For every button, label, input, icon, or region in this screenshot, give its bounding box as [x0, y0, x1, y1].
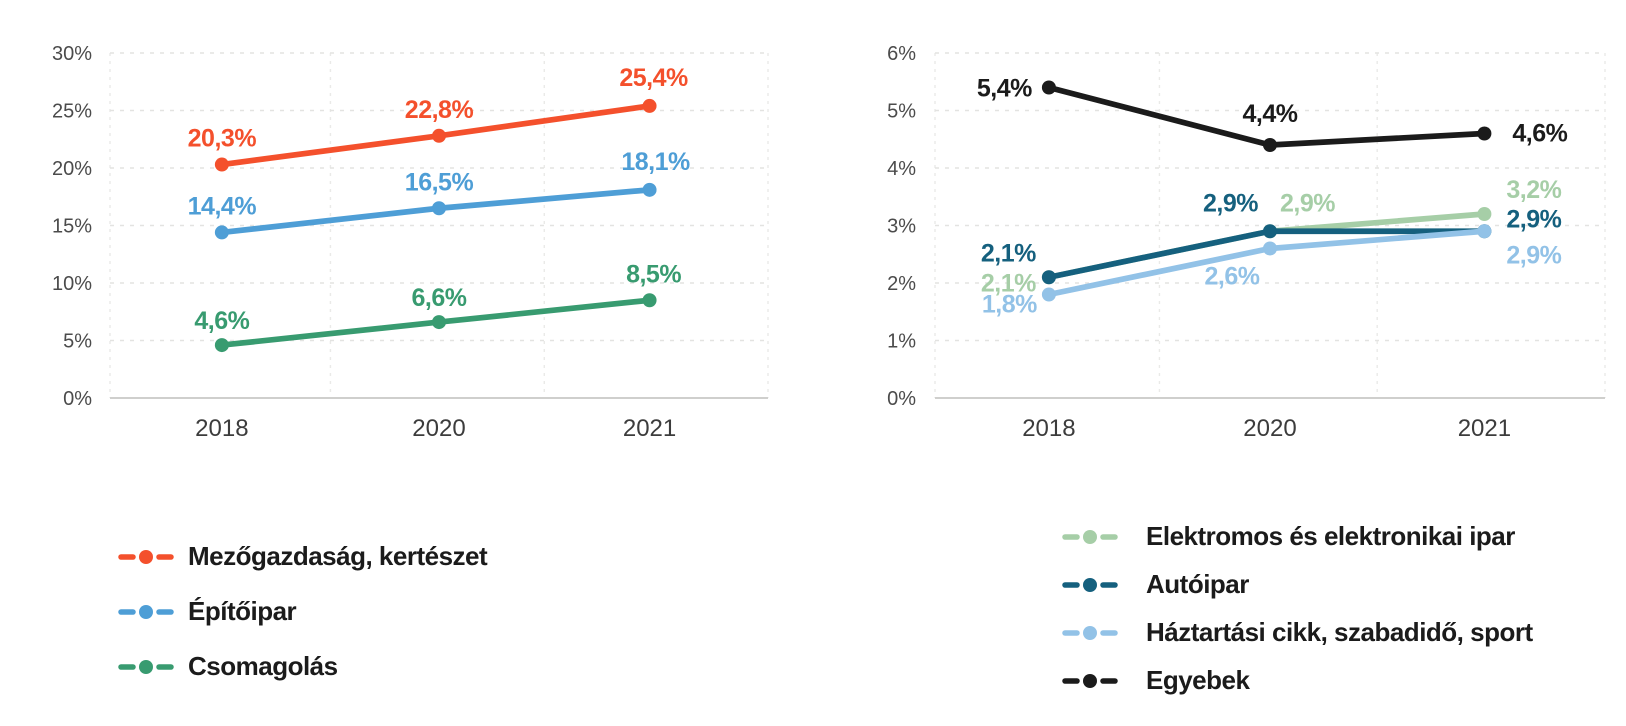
data-point — [642, 293, 657, 308]
data-point-label: 16,5% — [405, 168, 474, 196]
data-point-label: 3,2% — [1506, 176, 1561, 204]
data-point-label: 14,4% — [188, 192, 257, 220]
data-point — [214, 157, 229, 172]
data-point-label: 5,4% — [977, 75, 1032, 103]
data-point — [214, 338, 229, 353]
data-point-label: 2,1% — [981, 269, 1036, 297]
data-point-label: 8,5% — [626, 260, 681, 288]
data-point-label: 4,6% — [194, 307, 249, 335]
legend-marker-dash-dot-icon — [1062, 625, 1118, 640]
legend-label: Egyebek — [1146, 665, 1250, 695]
legend-item: Egyebek — [1062, 665, 1533, 696]
legend-item: Csomagolás — [118, 651, 487, 682]
data-point — [642, 98, 657, 113]
data-point-label: 2,9% — [1506, 205, 1561, 233]
x-axis-year-label: 2020 — [1243, 415, 1296, 440]
data-point-label: 2,9% — [1506, 241, 1561, 269]
legend-label: Csomagolás — [188, 651, 338, 681]
data-point — [432, 128, 446, 143]
data-point-label: 2,1% — [981, 239, 1036, 267]
data-point — [1263, 224, 1277, 239]
legend-label: Mezőgazdaság, kertészet — [188, 541, 488, 571]
y-axis-tick-label: 10% — [52, 273, 92, 295]
legend-dot — [139, 604, 153, 619]
data-point — [1477, 224, 1492, 239]
data-point-label: 1,8% — [982, 291, 1037, 319]
legend-marker-dash-dot-icon — [118, 659, 174, 674]
data-point — [1041, 80, 1056, 95]
x-axis-year-label: 2018 — [1022, 415, 1075, 440]
data-point-label: 25,4% — [619, 64, 688, 92]
data-point — [432, 315, 446, 330]
legend-dot — [1083, 673, 1097, 688]
data-point — [1477, 207, 1492, 221]
data-point-label: 20,3% — [188, 125, 257, 153]
y-axis-tick-label: 30% — [52, 43, 92, 65]
legend-marker-dash-dot-icon — [1062, 529, 1118, 544]
legend-label: Autóipar — [1146, 569, 1249, 599]
legend-marker-dash-dot-icon — [118, 604, 174, 619]
y-axis-tick-label: 20% — [52, 158, 92, 180]
x-axis-year-label: 2021 — [1458, 415, 1511, 440]
data-point — [642, 182, 657, 197]
legend-label: Építőipar — [188, 596, 297, 626]
y-axis-tick-label: 2% — [887, 273, 916, 295]
legend-dot — [139, 549, 153, 564]
y-axis-tick-label: 5% — [887, 101, 916, 123]
y-axis-tick-label: 3% — [887, 216, 916, 238]
legend-label: Elektromos és elektronikai ipar — [1146, 521, 1515, 551]
y-axis-tick-label: 1% — [887, 331, 916, 353]
y-axis-tick-label: 5% — [63, 331, 92, 353]
legend-label: Háztartási cikk, szabadidő, sport — [1146, 617, 1533, 647]
legend-main-industries: Mezőgazdaság, kertészet Építőipar Csomagol… — [118, 541, 488, 682]
data-point — [214, 225, 229, 240]
legend-item: Háztartási cikk, szabadidő, sport — [1062, 617, 1533, 648]
legend-marker-dash-dot-icon — [1062, 673, 1118, 688]
legend-item: Autóipar — [1062, 569, 1533, 600]
data-point — [1041, 287, 1056, 302]
line-chart-main-industries: 0% 5% 10% 15% 20% 25% 30% 2018 2020 2021 20,3% 22,8… — [52, 43, 769, 440]
data-point — [1477, 126, 1492, 141]
data-point-label: 2,9% — [1280, 189, 1335, 217]
data-point — [432, 201, 446, 216]
data-point-label: 4,6% — [1512, 120, 1567, 148]
y-axis-tick-label: 4% — [887, 158, 916, 180]
data-point — [1041, 270, 1056, 285]
y-axis-tick-label: 25% — [52, 101, 92, 123]
legend-marker-dash-dot-icon — [1062, 577, 1118, 592]
data-point-label: 4,4% — [1243, 100, 1298, 128]
legend-dot — [1083, 529, 1097, 544]
y-axis-tick-label: 0% — [63, 388, 92, 410]
legend-dot — [1083, 625, 1097, 640]
data-point-label: 2,9% — [1203, 189, 1258, 217]
legend-item: Elektromos és elektronikai ipar — [1062, 521, 1533, 552]
data-point-label: 6,6% — [412, 284, 467, 312]
data-point-label: 2,6% — [1205, 263, 1260, 291]
legend-item: Mezőgazdaság, kertészet — [118, 541, 488, 572]
data-point — [1263, 241, 1277, 256]
y-axis-tick-label: 15% — [52, 216, 92, 238]
legend-item: Építőipar — [118, 596, 487, 627]
y-axis-tick-label: 6% — [887, 43, 916, 65]
x-axis-year-label: 2018 — [195, 415, 248, 440]
legend-secondary-industries: Elektromos és elektronikai ipar Autóipar H… — [1062, 521, 1533, 696]
legend-dot — [1083, 577, 1097, 592]
legend-marker-dash-dot-icon — [118, 549, 174, 564]
y-axis-tick-label: 0% — [887, 388, 916, 410]
data-point-label: 18,1% — [621, 148, 690, 176]
x-axis-year-label: 2021 — [623, 415, 676, 440]
legend-dot — [139, 659, 153, 674]
x-axis-year-label: 2020 — [412, 415, 465, 440]
data-point — [1263, 138, 1277, 152]
data-point-label: 22,8% — [405, 96, 474, 124]
